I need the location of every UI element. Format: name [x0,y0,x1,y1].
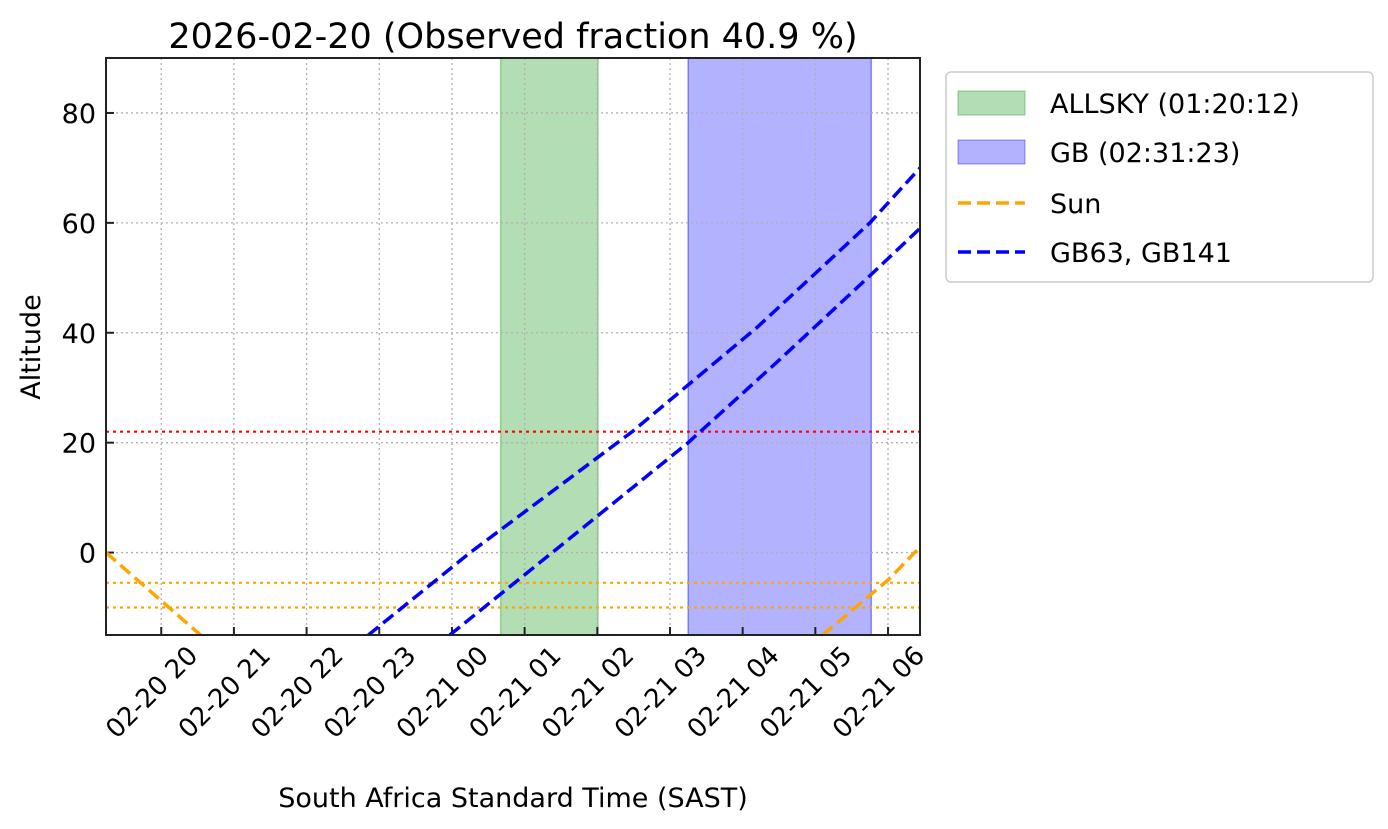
legend-label-targets: GB63, GB141 [1050,238,1232,269]
legend-label-gb: GB (02:31:23) [1050,138,1240,169]
series-line-sun [106,551,202,635]
series-line-gb141 [448,227,920,635]
y-tick-label: 40 [62,319,96,350]
legend-label-sun: Sun [1050,189,1101,220]
legend: ALLSKY (01:20:12) GB (02:31:23) Sun GB63… [945,71,1374,283]
y-tick-label: 20 [62,429,96,460]
plot-frame [105,57,921,636]
legend-label-allsky: ALLSKY (01:20:12) [1050,89,1300,120]
series-group [106,166,920,635]
series-line-sun [821,545,920,635]
legend-swatch-allsky [957,90,1026,116]
y-tick-label: 60 [62,209,96,240]
legend-frame [945,71,1374,283]
legend-swatch-gb [957,139,1026,165]
chart-title: 2026-02-20 (Observed fraction 40.9 %) [168,17,857,57]
span-0 [499,57,599,636]
x-axis-label: South Africa Standard Time (SAST) [278,783,748,814]
y-tick-label: 0 [79,539,96,570]
y-axis-label: Altitude [16,294,47,400]
span-1 [687,57,873,636]
y-tick-label: 80 [62,99,96,130]
